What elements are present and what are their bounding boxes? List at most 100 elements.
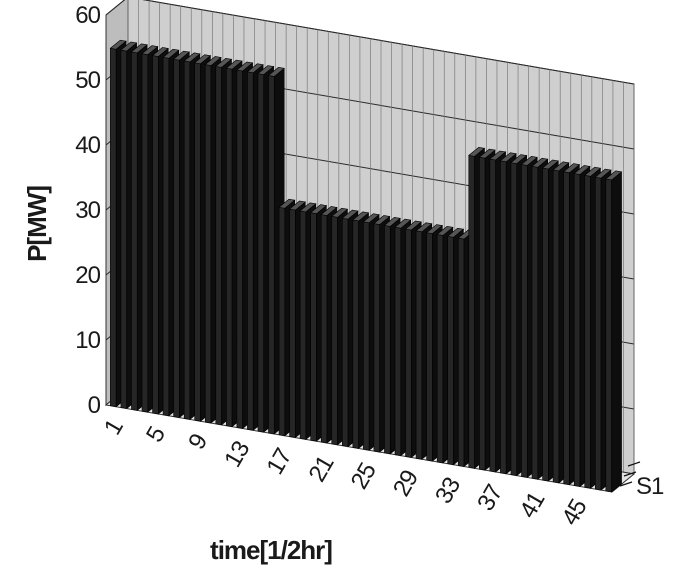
gridline-side: [105, 0, 126, 16]
bar-front: [341, 217, 349, 447]
bar-front: [594, 176, 602, 491]
bar-front: [521, 164, 528, 478]
bar-front: [447, 235, 454, 466]
bar-top: [584, 166, 602, 177]
bar-front: [500, 160, 507, 475]
bar-top: [215, 57, 233, 68]
y-tick-label: 50: [75, 67, 100, 94]
bar-front: [573, 173, 581, 487]
bar-top: [109, 39, 127, 50]
bar-front: [131, 51, 138, 411]
bar-top: [204, 56, 222, 66]
bar-top: [594, 168, 612, 179]
bar-top: [225, 59, 243, 70]
bar-top: [299, 202, 317, 213]
bar-top: [278, 198, 296, 209]
bar-front: [110, 47, 117, 408]
bar-top: [362, 213, 380, 224]
bar-top: [130, 43, 148, 54]
bar-front: [384, 225, 391, 455]
bar-front: [405, 228, 412, 458]
bar-top: [352, 211, 370, 222]
bar-top: [172, 50, 191, 61]
x-tick-label: 45: [557, 495, 593, 530]
bar-top: [194, 54, 212, 65]
y-tick-label: 0: [88, 392, 101, 419]
bar-top: [499, 152, 517, 163]
bar-top: [257, 65, 275, 75]
bar-front: [563, 171, 570, 486]
bar-front: [247, 71, 254, 431]
bar-front: [373, 223, 381, 453]
bar-top: [120, 41, 138, 52]
series-tick: [627, 461, 641, 467]
bar-top: [531, 157, 549, 168]
bar-front: [141, 53, 149, 413]
bar-top: [341, 209, 359, 220]
series-tick: [623, 471, 637, 477]
bar-front: [436, 234, 444, 464]
x-tick-label: 1: [99, 415, 129, 440]
bar-top: [162, 48, 180, 59]
bar-front: [120, 49, 128, 409]
bar-top: [246, 63, 264, 74]
bar-top: [605, 170, 623, 181]
bar-front: [331, 215, 338, 446]
bar-front: [457, 237, 465, 467]
bar-front: [479, 156, 486, 471]
series-label: S1: [636, 473, 664, 500]
bar-front: [584, 174, 591, 489]
bar-top: [425, 224, 444, 234]
bar-front: [394, 226, 402, 457]
bar-top: [236, 61, 254, 72]
bar-top: [541, 159, 559, 170]
y-tick-label: 10: [75, 327, 100, 354]
bar-top: [468, 146, 486, 157]
bar-top: [331, 207, 349, 218]
y-tick-label: 30: [75, 197, 100, 224]
x-tick-label: 9: [183, 429, 213, 454]
bar-front: [162, 56, 170, 417]
bar-top: [183, 52, 201, 63]
bar-front: [531, 165, 539, 480]
bar-top: [436, 226, 454, 236]
bar-front: [542, 167, 549, 482]
bar-top: [520, 156, 538, 166]
bar-top: [562, 163, 581, 174]
bar-front: [352, 219, 359, 449]
x-tick-label: 25: [346, 458, 382, 493]
y-tick-label: 20: [75, 262, 100, 289]
bar: [605, 170, 623, 493]
bar-front: [320, 214, 328, 444]
bar-front: [173, 58, 180, 418]
bar-front: [194, 62, 201, 422]
bar-front: [605, 178, 612, 493]
bar-top: [552, 161, 570, 172]
bar-top: [309, 204, 328, 215]
y-tick-label: 40: [75, 132, 100, 159]
bar-front: [257, 73, 265, 433]
bar-top: [288, 200, 306, 211]
bar-top: [478, 148, 496, 159]
bar-front: [510, 162, 518, 476]
bar-front: [468, 155, 475, 469]
bar-front: [268, 75, 275, 435]
bar-top: [404, 220, 422, 231]
bar-front: [236, 69, 243, 429]
bar-top: [573, 165, 591, 175]
bar-top: [489, 150, 507, 161]
bar-front: [552, 169, 560, 484]
x-tick-label: 29: [388, 466, 424, 501]
bar-top: [141, 45, 159, 56]
bar-front: [204, 64, 212, 424]
bar-front: [415, 230, 423, 460]
y-ticks: 0 10 20 30 40 50 60: [75, 2, 101, 419]
bars: [109, 39, 623, 493]
bar-front: [363, 221, 370, 451]
bar-top: [415, 222, 433, 233]
y-axis-title: P[MW]: [22, 186, 52, 262]
bar-top: [383, 216, 401, 227]
bar-top: [447, 227, 465, 238]
x-axis-title: time[1/2hr]: [210, 535, 332, 565]
